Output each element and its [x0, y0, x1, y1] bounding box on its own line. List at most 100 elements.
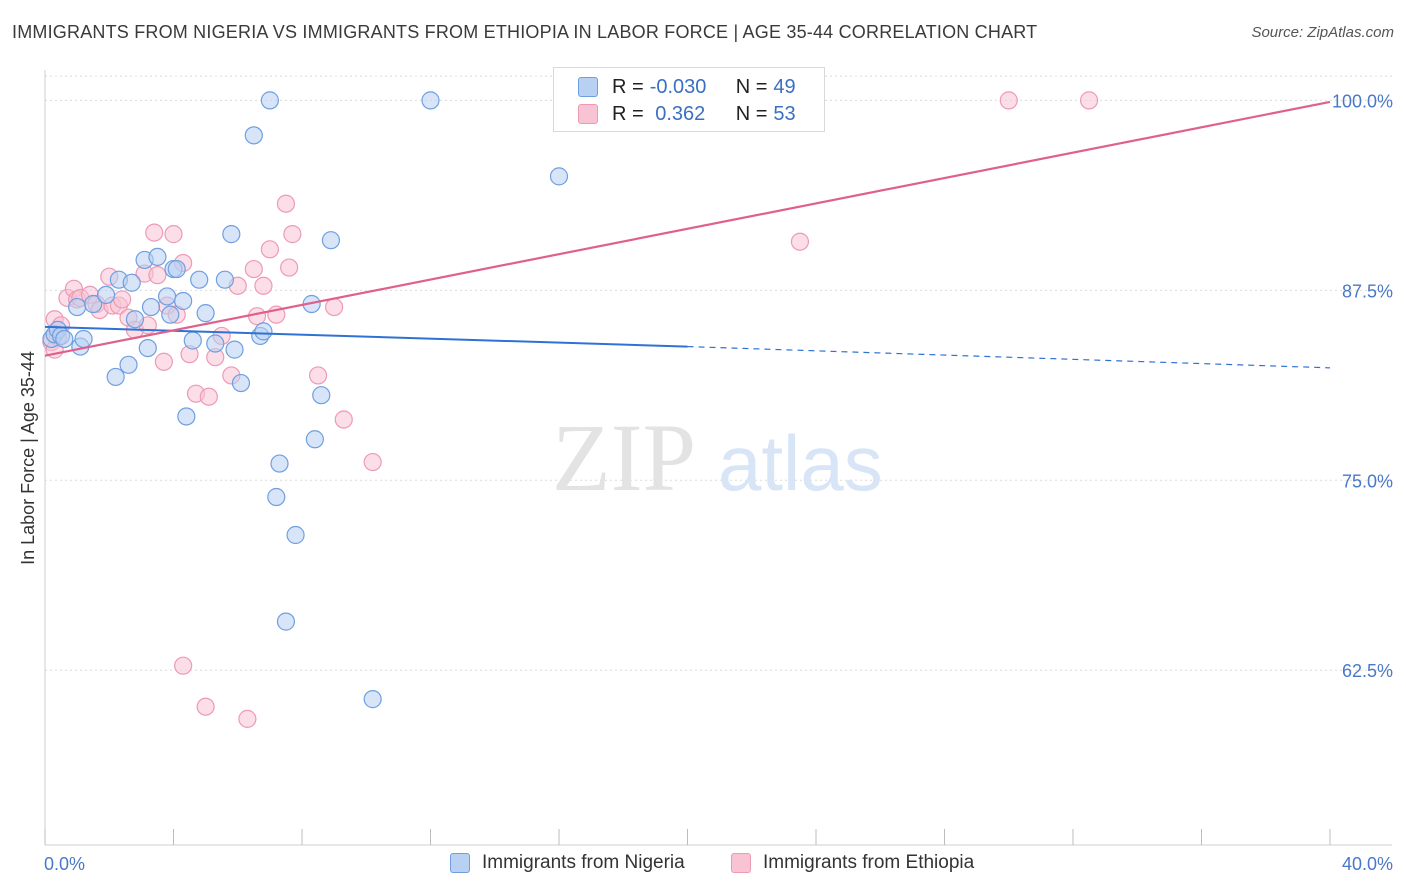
nigeria-point — [84, 294, 103, 314]
ethiopia-point — [999, 91, 1018, 110]
trend-lines — [44, 100, 1331, 369]
r-value: 0.362 — [649, 102, 706, 125]
ethiopia-point — [308, 366, 328, 385]
nigeria-point — [122, 273, 141, 292]
nigeria-point — [244, 126, 263, 145]
y-tick-label: 100.0% — [1332, 91, 1393, 111]
legend-row-ethiopia: R = 0.362 N = 53 — [578, 101, 796, 127]
ethiopia-point — [199, 387, 218, 406]
series-legend: Immigrants from Nigeria Immigrants from … — [0, 852, 1406, 878]
ethiopia-swatch — [578, 104, 598, 124]
n-label: N = — [735, 75, 768, 98]
x-tick-label: 0.0% — [44, 854, 85, 874]
ethiopia-point — [238, 709, 257, 728]
nigeria-point — [225, 340, 244, 359]
ethiopia-trend-line — [44, 100, 1331, 357]
r-value: -0.030 — [649, 75, 707, 98]
x-tick-label: 40.0% — [1342, 854, 1393, 874]
legend-label-nigeria: Immigrants from Nigeria — [482, 852, 685, 873]
nigeria-point — [222, 225, 241, 244]
nigeria-point — [106, 367, 125, 387]
stats-legend: R = -0.030 N = 49 R = 0.362 N = 53 — [553, 67, 825, 132]
watermark-zip: ZIP — [552, 404, 696, 511]
nigeria-point — [549, 167, 569, 186]
axes — [44, 70, 1392, 846]
n-value: 53 — [773, 102, 796, 125]
nigeria-point — [321, 231, 341, 250]
legend-item-ethiopia[interactable]: Immigrants from Ethiopia — [731, 852, 974, 874]
nigeria-point — [74, 329, 93, 349]
tick-labels: 62.5% 75.0% 87.5% 100.0% 0.0% 40.0% — [44, 91, 1393, 874]
nigeria-swatch — [450, 853, 470, 873]
n-label: N = — [735, 102, 768, 125]
nigeria-point — [157, 287, 177, 306]
nigeria-trend-line — [44, 325, 688, 348]
nigeria-point — [161, 305, 180, 324]
nigeria-point — [206, 334, 225, 353]
ethiopia-point — [145, 223, 164, 242]
nigeria-point — [138, 338, 157, 358]
nigeria-point — [55, 329, 74, 349]
y-tick-label: 87.5% — [1342, 281, 1393, 301]
n-value: 49 — [773, 75, 796, 98]
ethiopia-point — [247, 307, 267, 326]
nigeria-point — [141, 297, 161, 317]
nigeria-point — [96, 285, 116, 305]
nigeria-point — [270, 454, 289, 473]
nigeria-point — [260, 91, 279, 110]
ethiopia-point — [148, 266, 167, 285]
legend-label-ethiopia: Immigrants from Ethiopia — [763, 852, 975, 873]
legend-row-nigeria: R = -0.030 N = 49 — [578, 74, 796, 100]
nigeria-point — [421, 91, 440, 110]
ethiopia-point — [174, 656, 193, 675]
ethiopia-point — [276, 194, 296, 213]
ethiopia-point — [112, 290, 132, 309]
nigeria-point — [119, 355, 138, 374]
r-label: R = — [612, 102, 644, 125]
ethiopia-point — [334, 410, 353, 429]
nigeria-points — [42, 91, 569, 709]
ethiopia-point — [196, 697, 215, 716]
ethiopia-point — [164, 225, 183, 244]
nigeria-point — [174, 291, 193, 311]
nigeria-point — [276, 612, 296, 631]
nigeria-point — [183, 331, 202, 350]
source-label: Source: ZipAtlas.com — [1251, 24, 1394, 41]
nigeria-point — [190, 270, 209, 289]
ethiopia-point — [154, 352, 173, 371]
nigeria-point — [363, 690, 382, 709]
y-tick-label: 75.0% — [1342, 471, 1393, 491]
nigeria-point — [148, 247, 167, 267]
ethiopia-point — [790, 232, 810, 251]
nigeria-point — [125, 310, 145, 329]
nigeria-point — [305, 430, 324, 449]
nigeria-point — [254, 322, 273, 341]
nigeria-point — [286, 525, 305, 545]
nigeria-point — [267, 487, 286, 507]
nigeria-point — [177, 407, 196, 426]
nigeria-point — [167, 259, 186, 279]
r-label: R = — [612, 75, 644, 98]
ethiopia-point — [280, 258, 299, 277]
nigeria-point — [68, 297, 87, 317]
nigeria-point — [215, 270, 234, 289]
grid-lines — [45, 75, 1392, 671]
nigeria-swatch — [578, 77, 598, 97]
ethiopia-point — [1079, 91, 1099, 110]
ethiopia-swatch — [731, 853, 751, 873]
nigeria-point — [312, 386, 331, 405]
y-tick-label: 62.5% — [1342, 661, 1393, 681]
legend-item-nigeria[interactable]: Immigrants from Nigeria — [450, 852, 685, 874]
ethiopia-point — [244, 259, 263, 279]
watermark-atlas: atlas — [718, 419, 883, 507]
ethiopia-point — [325, 297, 344, 317]
ethiopia-point — [363, 452, 382, 472]
ethiopia-point — [260, 240, 279, 259]
nigeria-trend-extension — [687, 345, 1331, 369]
nigeria-point — [231, 373, 251, 393]
y-axis-title: In Labor Force | Age 35-44 — [18, 351, 38, 565]
chart-title: IMMIGRANTS FROM NIGERIA VS IMMIGRANTS FR… — [12, 22, 1038, 42]
nigeria-point — [196, 304, 215, 323]
ethiopia-point — [254, 276, 273, 295]
